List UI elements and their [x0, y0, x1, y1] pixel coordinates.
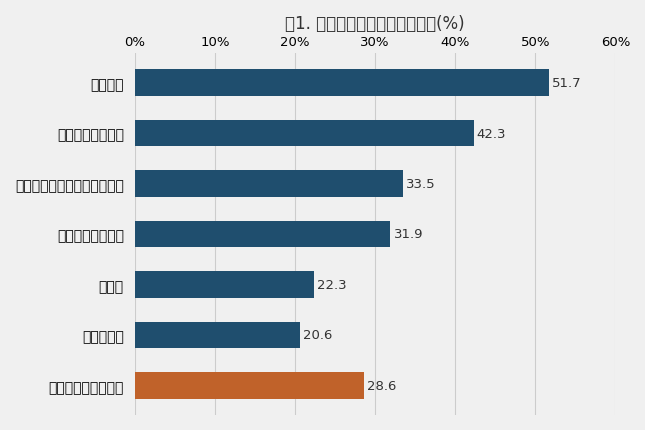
Text: 42.3: 42.3	[477, 127, 506, 140]
Bar	[135, 372, 364, 399]
Text: 31.9: 31.9	[393, 228, 423, 241]
Bar	[135, 70, 549, 96]
Text: 28.6: 28.6	[367, 379, 397, 392]
Text: 22.3: 22.3	[317, 278, 346, 291]
Text: 20.6: 20.6	[303, 329, 332, 342]
Text: 33.5: 33.5	[406, 178, 436, 190]
Text: 51.7: 51.7	[552, 77, 582, 90]
Bar	[135, 322, 300, 348]
Title: 図1. 災害への備え・準備実施率(%): 図1. 災害への備え・準備実施率(%)	[285, 15, 465, 33]
Bar	[135, 171, 403, 197]
Bar	[135, 221, 390, 248]
Bar	[135, 121, 473, 147]
Bar	[135, 272, 313, 298]
